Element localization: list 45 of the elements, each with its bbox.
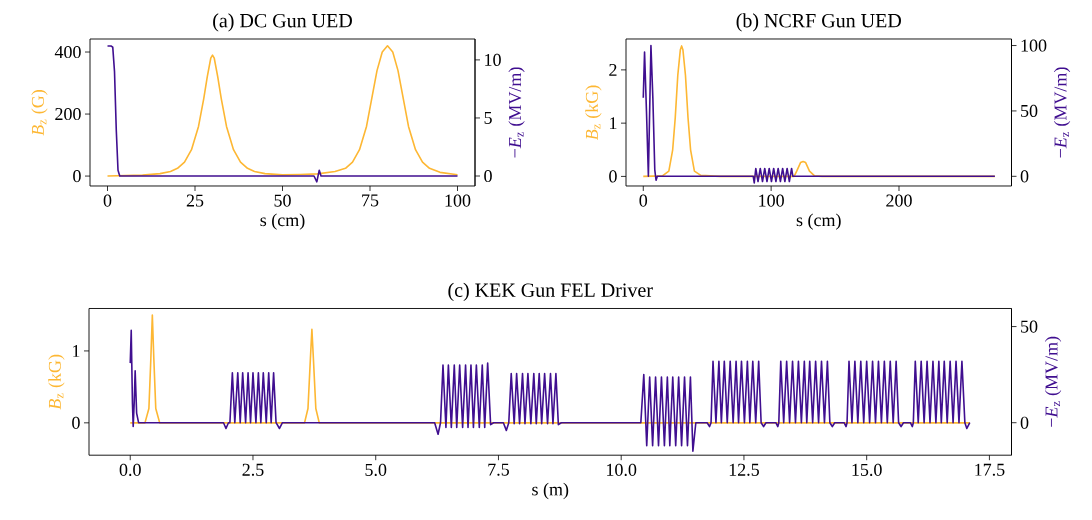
y2-tick-label: 50 bbox=[1021, 320, 1038, 333]
chart-title: (c) KEK Gun FEL Driver bbox=[448, 282, 653, 301]
y-tick-label: 1 bbox=[73, 344, 80, 357]
x-tick-label: 100 bbox=[445, 194, 471, 207]
y2-tick-label: 100 bbox=[1021, 39, 1047, 52]
y2-axis-title: −E$_{z}$ (MV/m) bbox=[1053, 67, 1071, 158]
y-axis-title: B$_{z}$ (G) bbox=[31, 90, 48, 136]
x-axis-title: s (cm) bbox=[796, 213, 841, 230]
x-tick-label: 7.5 bbox=[488, 463, 510, 476]
y2-tick-label: 5 bbox=[484, 111, 492, 124]
x-tick-label: 0 bbox=[103, 194, 112, 207]
x-axis-title: s (cm) bbox=[260, 213, 305, 230]
y-tick-label: 0 bbox=[73, 170, 81, 183]
y-tick-label: 2 bbox=[609, 63, 617, 76]
x-tick-label: 2.5 bbox=[242, 463, 264, 476]
y2-tick-label: 0 bbox=[1020, 416, 1029, 429]
y2-tick-label: 50 bbox=[1021, 104, 1038, 117]
x-tick-label: 200 bbox=[886, 194, 912, 207]
x-tick-label: 10.0 bbox=[607, 463, 637, 476]
y2-tick-label: 10 bbox=[485, 53, 501, 66]
y-axis-title: B$_{z}$ (kG) bbox=[48, 354, 65, 410]
x-tick-label: 50 bbox=[274, 194, 291, 207]
line-series bbox=[129, 329, 971, 452]
y-tick-label: 1 bbox=[610, 117, 617, 130]
x-axis-title: s (m) bbox=[532, 482, 569, 500]
y-tick-label: 400 bbox=[54, 45, 81, 59]
x-tick-label: 0.0 bbox=[119, 463, 141, 476]
chart-title: (b) NCRF Gun UED bbox=[736, 13, 901, 32]
y-axis-title: B$_{z}$ (kG) bbox=[585, 85, 602, 141]
x-tick-label: 15.0 bbox=[852, 463, 882, 476]
x-tick-label: 75 bbox=[362, 194, 379, 207]
x-tick-label: 25 bbox=[186, 194, 204, 207]
x-tick-label: 5.0 bbox=[365, 463, 387, 476]
y-tick-label: 200 bbox=[55, 107, 81, 121]
y-tick-label: 0 bbox=[609, 170, 617, 183]
x-tick-label: 12.5 bbox=[729, 463, 759, 476]
y2-tick-label: 0 bbox=[484, 169, 492, 183]
y2-axis-title: −E$_{z}$ (MV/m) bbox=[1044, 336, 1062, 427]
x-tick-label: 17.5 bbox=[975, 463, 1005, 476]
x-tick-label: 0 bbox=[639, 194, 648, 207]
y2-axis-title: −E$_{z}$ (MV/m) bbox=[508, 67, 525, 158]
y-tick-label: 0 bbox=[72, 416, 80, 429]
y2-tick-label: 0 bbox=[1020, 170, 1029, 183]
chart-title: (a) DC Gun UED bbox=[213, 13, 352, 32]
x-tick-label: 100 bbox=[759, 194, 784, 207]
